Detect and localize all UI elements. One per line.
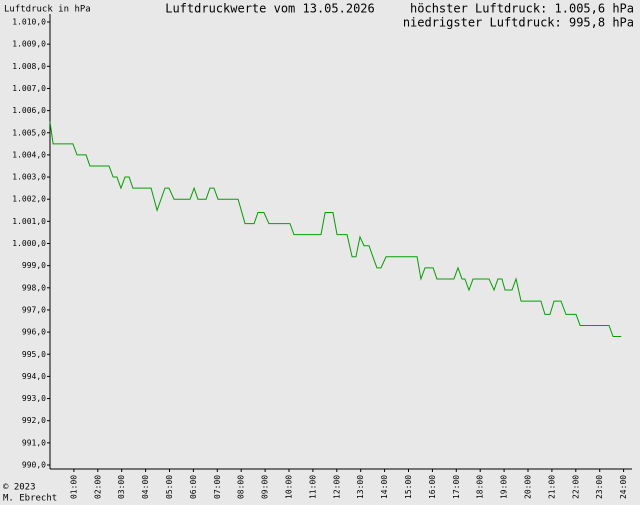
- data-line: [49, 121, 622, 338]
- chart-title: Luftdruckwerte vom 13.05.2026: [165, 2, 375, 16]
- x-tick-label: 02:00: [93, 475, 102, 499]
- y-tick-label: 991,0: [22, 438, 46, 447]
- footer: © 2023: [3, 483, 36, 493]
- y-tick-label: 1.008,0: [12, 62, 46, 71]
- x-tick-label: 18:00: [476, 475, 485, 499]
- x-tick-label: 10:00: [285, 475, 294, 499]
- y-tick-label: 1.000,0: [12, 239, 46, 248]
- x-tick-label: 03:00: [117, 475, 126, 499]
- y-axis-label: Luftdruck in hPa: [4, 5, 91, 15]
- footer: M. Ebrecht: [3, 494, 57, 504]
- y-tick-label: 1.004,0: [12, 150, 46, 159]
- y-tick-label: 1.007,0: [12, 84, 46, 93]
- x-tick-label: 23:00: [595, 475, 604, 499]
- x-tick-label: 13:00: [356, 475, 365, 499]
- y-tick-label: 1.006,0: [12, 106, 46, 115]
- annotation: niedrigster Luftdruck: 995,8 hPa: [403, 16, 634, 30]
- x-tick-label: 20:00: [524, 475, 533, 499]
- x-tick-label: 24:00: [619, 475, 628, 499]
- x-tick-label: 01:00: [69, 475, 78, 499]
- x-tick-label: 15:00: [404, 475, 413, 499]
- x-tick-label: 12:00: [332, 475, 341, 499]
- x-tick-label: 06:00: [189, 475, 198, 499]
- x-tick-label: 14:00: [380, 475, 389, 499]
- y-tick-label: 998,0: [22, 283, 46, 292]
- y-tick-label: 997,0: [22, 305, 46, 314]
- x-tick-label: 05:00: [165, 475, 174, 499]
- x-tick-label: 21:00: [547, 475, 556, 499]
- y-tick-label: 1.002,0: [12, 195, 46, 204]
- y-tick-label: 999,0: [22, 261, 46, 270]
- y-tick-label: 1.003,0: [12, 173, 46, 182]
- y-tick-label: 996,0: [22, 328, 46, 337]
- y-tick-label: 992,0: [22, 416, 46, 425]
- x-tick-label: 11:00: [308, 475, 317, 499]
- x-tick-label: 09:00: [261, 475, 270, 499]
- y-tick-label: 1.009,0: [12, 40, 46, 49]
- x-tick-label: 17:00: [452, 475, 461, 499]
- x-tick-label: 16:00: [428, 475, 437, 499]
- annotation: höchster Luftdruck: 1.005,6 hPa: [410, 2, 634, 16]
- y-tick-label: 1.010,0: [12, 18, 46, 27]
- y-tick-label: 995,0: [22, 350, 46, 359]
- y-tick-label: 1.001,0: [12, 217, 46, 226]
- y-tick-label: 994,0: [22, 372, 46, 381]
- x-tick-label: 04:00: [141, 475, 150, 499]
- y-tick-label: 990,0: [22, 461, 46, 470]
- x-tick-label: 08:00: [237, 475, 246, 499]
- x-tick-label: 07:00: [213, 475, 222, 499]
- x-tick-label: 22:00: [571, 475, 580, 499]
- x-tick-label: 19:00: [500, 475, 509, 499]
- y-tick-label: 993,0: [22, 394, 46, 403]
- y-tick-label: 1.005,0: [12, 128, 46, 137]
